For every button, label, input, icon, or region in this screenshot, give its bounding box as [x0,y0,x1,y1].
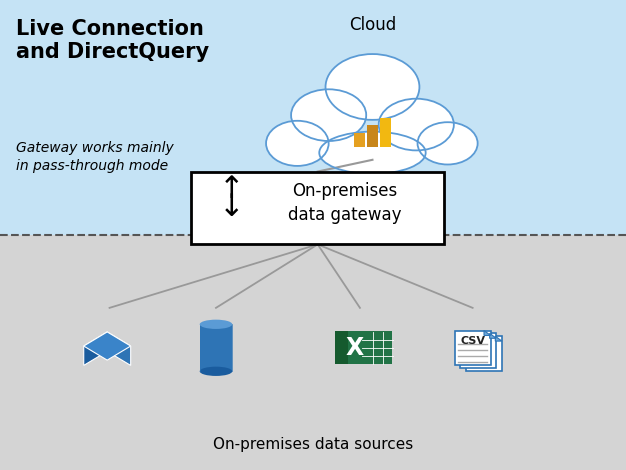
Text: On-premises
data gateway: On-premises data gateway [287,182,401,224]
Ellipse shape [326,54,419,120]
FancyBboxPatch shape [0,0,626,235]
Text: Cloud: Cloud [349,16,396,34]
Bar [335,331,347,364]
FancyBboxPatch shape [460,333,496,368]
Text: CSV: CSV [460,336,485,345]
Ellipse shape [379,99,454,150]
Bar [200,324,232,371]
Bar [354,133,364,147]
Polygon shape [484,330,491,336]
Polygon shape [84,332,131,360]
Polygon shape [84,332,107,366]
Ellipse shape [266,121,329,166]
Text: On-premises data sources: On-premises data sources [213,437,413,452]
Polygon shape [490,333,496,338]
Bar [346,331,392,364]
Polygon shape [107,332,131,366]
Bar [191,172,444,244]
Text: Gateway works mainly
in pass-through mode: Gateway works mainly in pass-through mod… [16,141,173,173]
Ellipse shape [200,320,232,329]
Ellipse shape [291,89,366,141]
Text: Live Connection
and DirectQuery: Live Connection and DirectQuery [16,19,209,62]
Ellipse shape [319,132,426,174]
FancyBboxPatch shape [466,336,502,371]
Text: X: X [346,336,364,360]
Text: ↑: ↑ [219,175,244,204]
Ellipse shape [200,367,232,376]
Polygon shape [495,336,502,341]
FancyBboxPatch shape [0,235,626,470]
FancyBboxPatch shape [454,330,491,365]
Bar [367,125,377,147]
Bar [381,118,391,147]
Ellipse shape [418,122,478,164]
Text: ↓: ↓ [219,194,244,222]
